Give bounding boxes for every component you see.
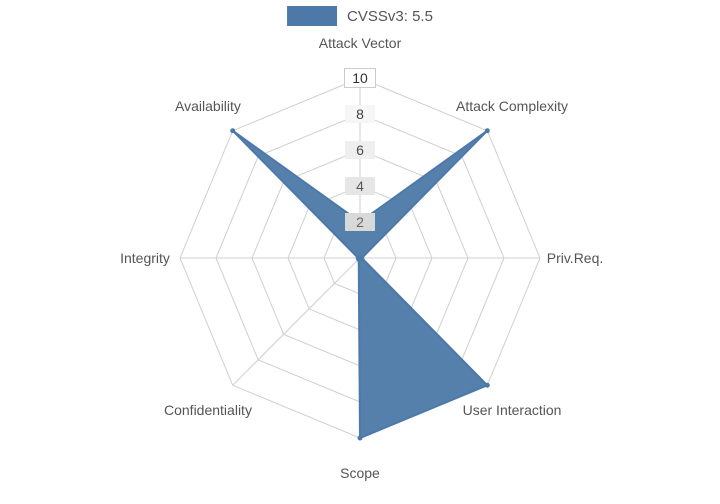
axis-label: Scope (340, 465, 380, 481)
radar-chart: CVSSv3: 5.5 Attack VectorAttack Complexi… (0, 0, 720, 504)
axis-label: User Interaction (463, 402, 562, 418)
axis-label: Priv.Req. (547, 250, 604, 266)
axis-label: Availability (175, 98, 241, 114)
axis-label: Attack Complexity (456, 98, 568, 114)
tick-label: 6 (345, 141, 375, 159)
axis-label: Confidentiality (164, 402, 252, 418)
tick-label: 10 (344, 68, 376, 88)
tick-label: 2 (345, 213, 375, 231)
tick-label: 4 (345, 177, 375, 195)
tick-label: 8 (345, 105, 375, 123)
axis-label: Integrity (120, 250, 170, 266)
axis-label: Attack Vector (319, 35, 401, 51)
